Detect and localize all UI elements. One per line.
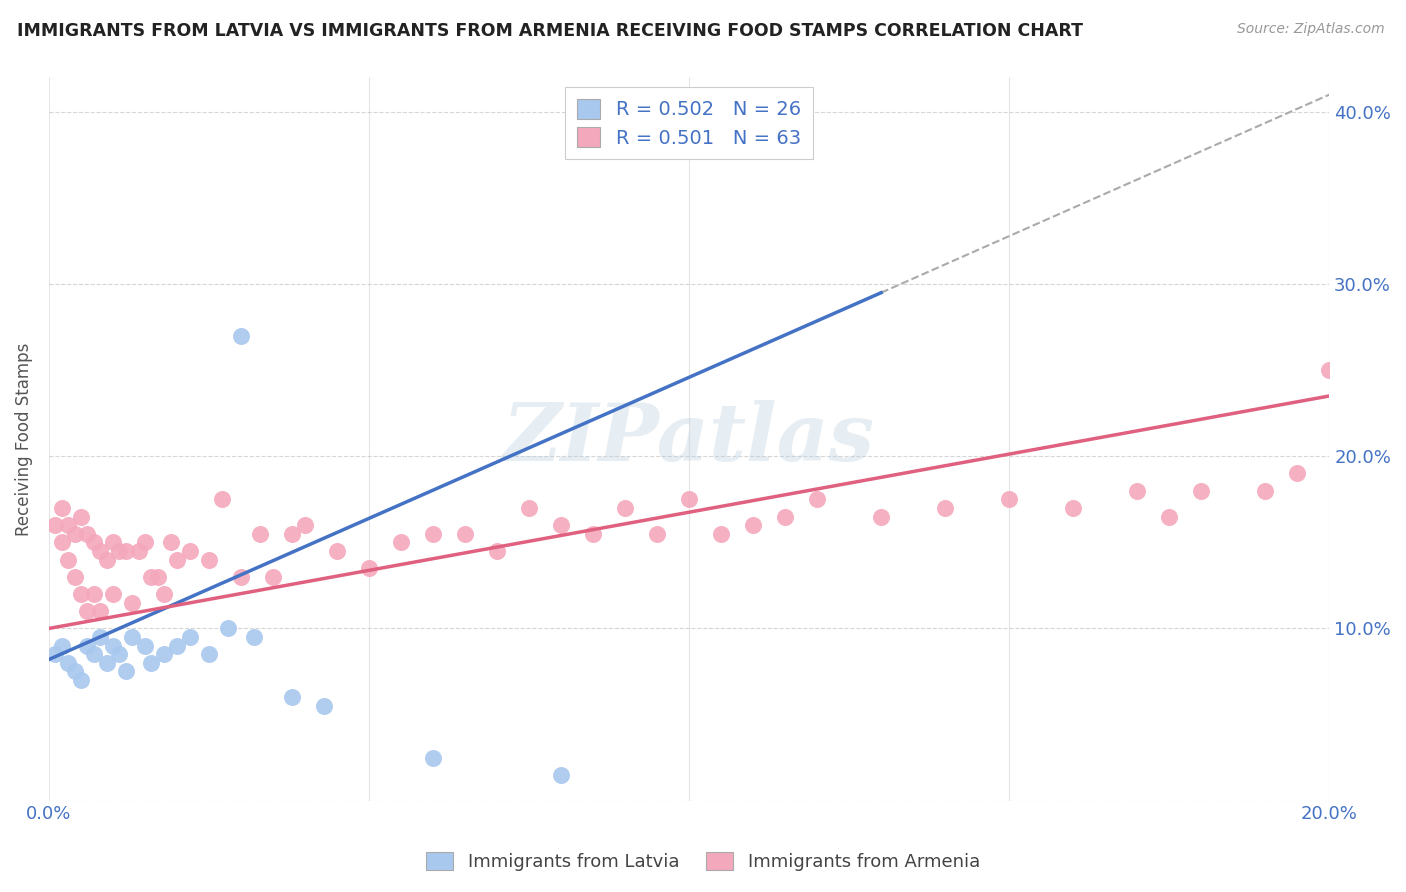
Point <box>70 509 93 524</box>
Point <box>211 492 233 507</box>
Point <box>1286 467 1309 481</box>
Legend: Immigrants from Latvia, Immigrants from Armenia: Immigrants from Latvia, Immigrants from … <box>419 845 987 879</box>
Point <box>114 544 136 558</box>
Point <box>101 535 124 549</box>
Point <box>198 647 221 661</box>
Point <box>76 604 98 618</box>
Point <box>70 673 93 687</box>
Point <box>63 665 86 679</box>
Point <box>83 647 105 661</box>
Point <box>326 544 349 558</box>
Point <box>76 526 98 541</box>
Point <box>217 622 239 636</box>
Legend: R = 0.502   N = 26, R = 0.501   N = 63: R = 0.502 N = 26, R = 0.501 N = 63 <box>565 87 813 160</box>
Point <box>114 665 136 679</box>
Point <box>56 518 79 533</box>
Point <box>134 639 156 653</box>
Point <box>229 328 252 343</box>
Point <box>96 552 118 566</box>
Point <box>121 630 143 644</box>
Point <box>166 552 188 566</box>
Point <box>51 500 73 515</box>
Point <box>262 570 284 584</box>
Point <box>141 570 163 584</box>
Text: IMMIGRANTS FROM LATVIA VS IMMIGRANTS FROM ARMENIA RECEIVING FOOD STAMPS CORRELAT: IMMIGRANTS FROM LATVIA VS IMMIGRANTS FRO… <box>17 22 1083 40</box>
Point <box>243 630 266 644</box>
Point <box>486 544 509 558</box>
Point <box>141 656 163 670</box>
Point <box>1189 483 1212 498</box>
Point <box>89 544 111 558</box>
Point <box>1159 509 1181 524</box>
Point <box>710 526 733 541</box>
Point <box>678 492 700 507</box>
Text: ZIPatlas: ZIPatlas <box>503 401 875 478</box>
Point <box>998 492 1021 507</box>
Point <box>294 518 316 533</box>
Point <box>870 509 893 524</box>
Point <box>1126 483 1149 498</box>
Point <box>1350 483 1372 498</box>
Point <box>614 500 637 515</box>
Point <box>314 698 336 713</box>
Point <box>83 535 105 549</box>
Point <box>159 535 181 549</box>
Point <box>198 552 221 566</box>
Point <box>806 492 828 507</box>
Point <box>153 647 176 661</box>
Point <box>63 570 86 584</box>
Point <box>454 526 477 541</box>
Y-axis label: Receiving Food Stamps: Receiving Food Stamps <box>15 343 32 536</box>
Point <box>51 639 73 653</box>
Point <box>179 544 201 558</box>
Text: Source: ZipAtlas.com: Source: ZipAtlas.com <box>1237 22 1385 37</box>
Point <box>51 535 73 549</box>
Point <box>773 509 796 524</box>
Point <box>645 526 668 541</box>
Point <box>1062 500 1084 515</box>
Point <box>934 500 956 515</box>
Point <box>550 768 572 782</box>
Point <box>134 535 156 549</box>
Point <box>422 526 444 541</box>
Point <box>1254 483 1277 498</box>
Point <box>146 570 169 584</box>
Point <box>101 587 124 601</box>
Point <box>281 690 304 705</box>
Point <box>63 526 86 541</box>
Point <box>44 647 66 661</box>
Point <box>1317 363 1340 377</box>
Point <box>101 639 124 653</box>
Point <box>121 596 143 610</box>
Point <box>56 656 79 670</box>
Point <box>550 518 572 533</box>
Point <box>108 544 131 558</box>
Point <box>179 630 201 644</box>
Point <box>89 630 111 644</box>
Point <box>108 647 131 661</box>
Point <box>56 552 79 566</box>
Point <box>422 750 444 764</box>
Point <box>281 526 304 541</box>
Point <box>76 639 98 653</box>
Point <box>166 639 188 653</box>
Point <box>96 656 118 670</box>
Point <box>389 535 412 549</box>
Point <box>44 518 66 533</box>
Point <box>517 500 540 515</box>
Point <box>357 561 380 575</box>
Point <box>153 587 176 601</box>
Point <box>70 587 93 601</box>
Point <box>229 570 252 584</box>
Point <box>83 587 105 601</box>
Point <box>128 544 150 558</box>
Point <box>249 526 271 541</box>
Point <box>742 518 765 533</box>
Point <box>89 604 111 618</box>
Point <box>582 526 605 541</box>
